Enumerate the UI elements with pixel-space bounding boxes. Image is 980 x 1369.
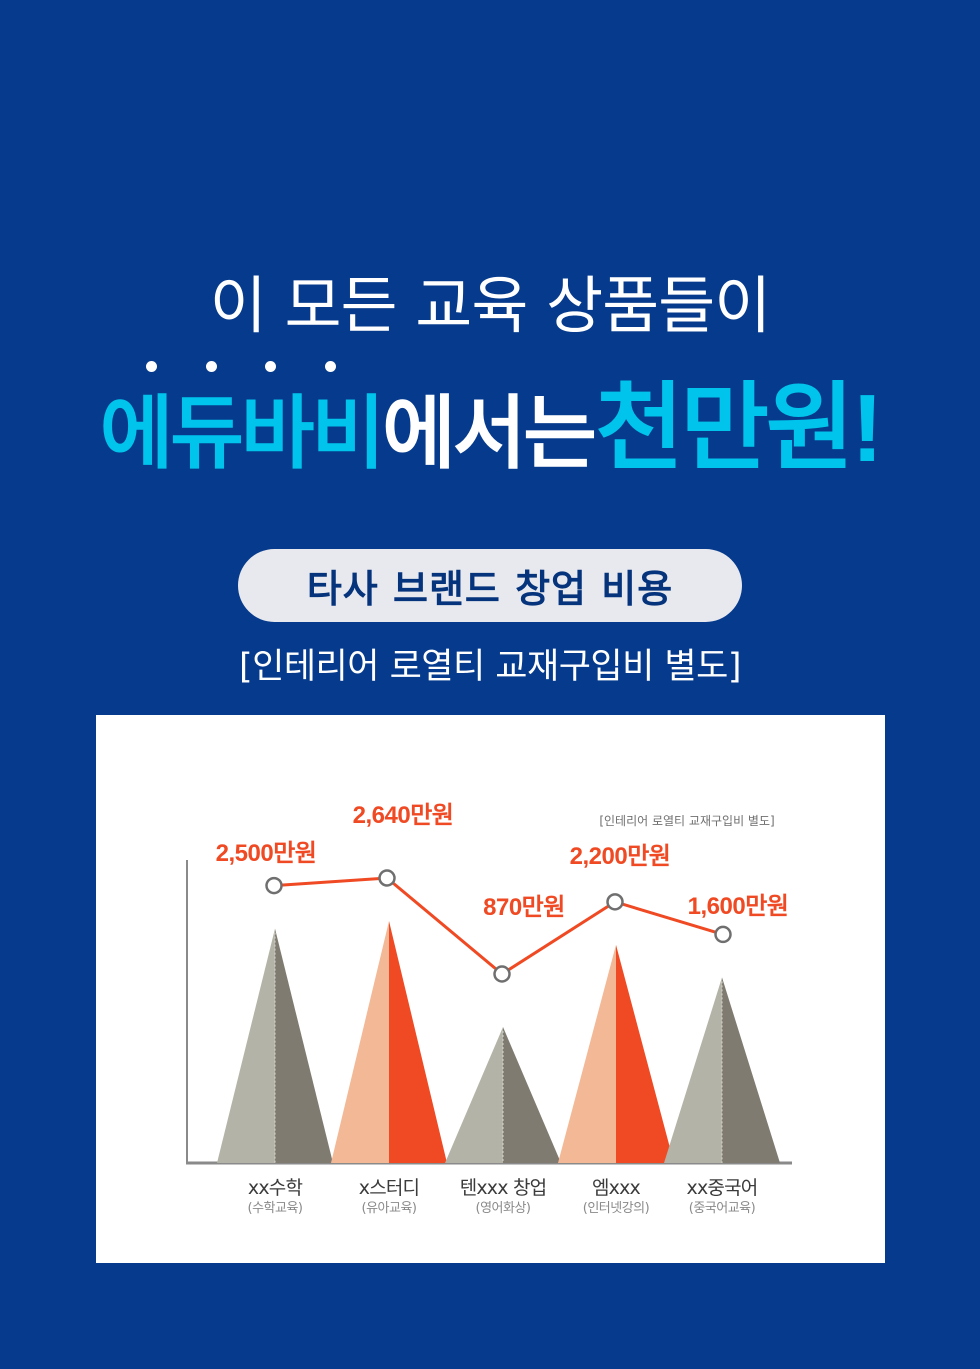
- category-label: 엠xxx: [592, 1177, 641, 1199]
- brand-suffix: 에서는: [382, 389, 597, 478]
- value-label: 1,600만원: [688, 893, 789, 920]
- category-label: x스터디: [359, 1177, 419, 1199]
- cost-triangle-right: [616, 944, 674, 1163]
- data-point: [493, 965, 511, 983]
- cost-triangle-left: [558, 944, 616, 1163]
- emphasis-dot: [265, 361, 277, 372]
- category-sublabel: (인터넷강의): [583, 1201, 649, 1216]
- section-badge: 타사 브랜드 창업 비용: [238, 549, 742, 622]
- value-label: 2,500만원: [216, 840, 317, 867]
- data-point: [265, 876, 283, 895]
- category-sublabel: (중국어교육): [689, 1201, 755, 1216]
- category-sublabel: (수학교육): [248, 1201, 303, 1216]
- value-label: 870만원: [483, 894, 565, 921]
- data-point: [606, 893, 624, 911]
- cost-triangle-left: [664, 977, 722, 1163]
- cost-triangle-left: [217, 928, 275, 1163]
- chart-note: [인테리어 로열티 교재구입비 별도]: [599, 814, 774, 828]
- data-point: [378, 869, 396, 887]
- brand-name: 에듀바비: [99, 361, 385, 485]
- section-badge-label: 타사 브랜드 창업 비용: [306, 567, 674, 611]
- value-label: 2,200만원: [570, 843, 671, 870]
- category-label: xx수학: [248, 1177, 303, 1199]
- headline: 이 모든 교육 상품들이: [209, 269, 771, 342]
- cost-triangle-right: [503, 1027, 561, 1163]
- data-point: [714, 925, 732, 944]
- emphasis-dot: [145, 361, 157, 372]
- category-sublabel: (영어화상): [476, 1201, 531, 1216]
- category-label: 텐xxx 창업: [460, 1177, 547, 1199]
- emphasis-dot: [205, 361, 217, 372]
- chart-card: 2,500만원 2,640만원 870만원 2,200만원 1,600만원 xx수학 (수학…: [96, 715, 885, 1263]
- category-sublabel: (유아교육): [362, 1201, 417, 1216]
- brand-line: 에듀바비 에서는 천만원!: [0, 350, 980, 489]
- brand-text: 에듀바비: [99, 389, 385, 478]
- category-label: xx중국어: [687, 1177, 758, 1199]
- emphasis-text: 천만원!: [595, 375, 883, 482]
- value-label: 2,640만원: [353, 802, 454, 829]
- cost-triangle-left: [331, 921, 389, 1163]
- series-line: [273, 876, 724, 976]
- cost-triangle-right: [275, 928, 333, 1163]
- section-note: [인테리어 로열티 교재구입비 별도]: [239, 647, 742, 687]
- cost-triangle-right: [389, 921, 447, 1163]
- cost-triangle-left: [445, 1027, 503, 1163]
- emphasis-dot: [324, 361, 336, 372]
- cost-triangle-right: [722, 977, 780, 1163]
- emphasis-dots: [100, 361, 382, 373]
